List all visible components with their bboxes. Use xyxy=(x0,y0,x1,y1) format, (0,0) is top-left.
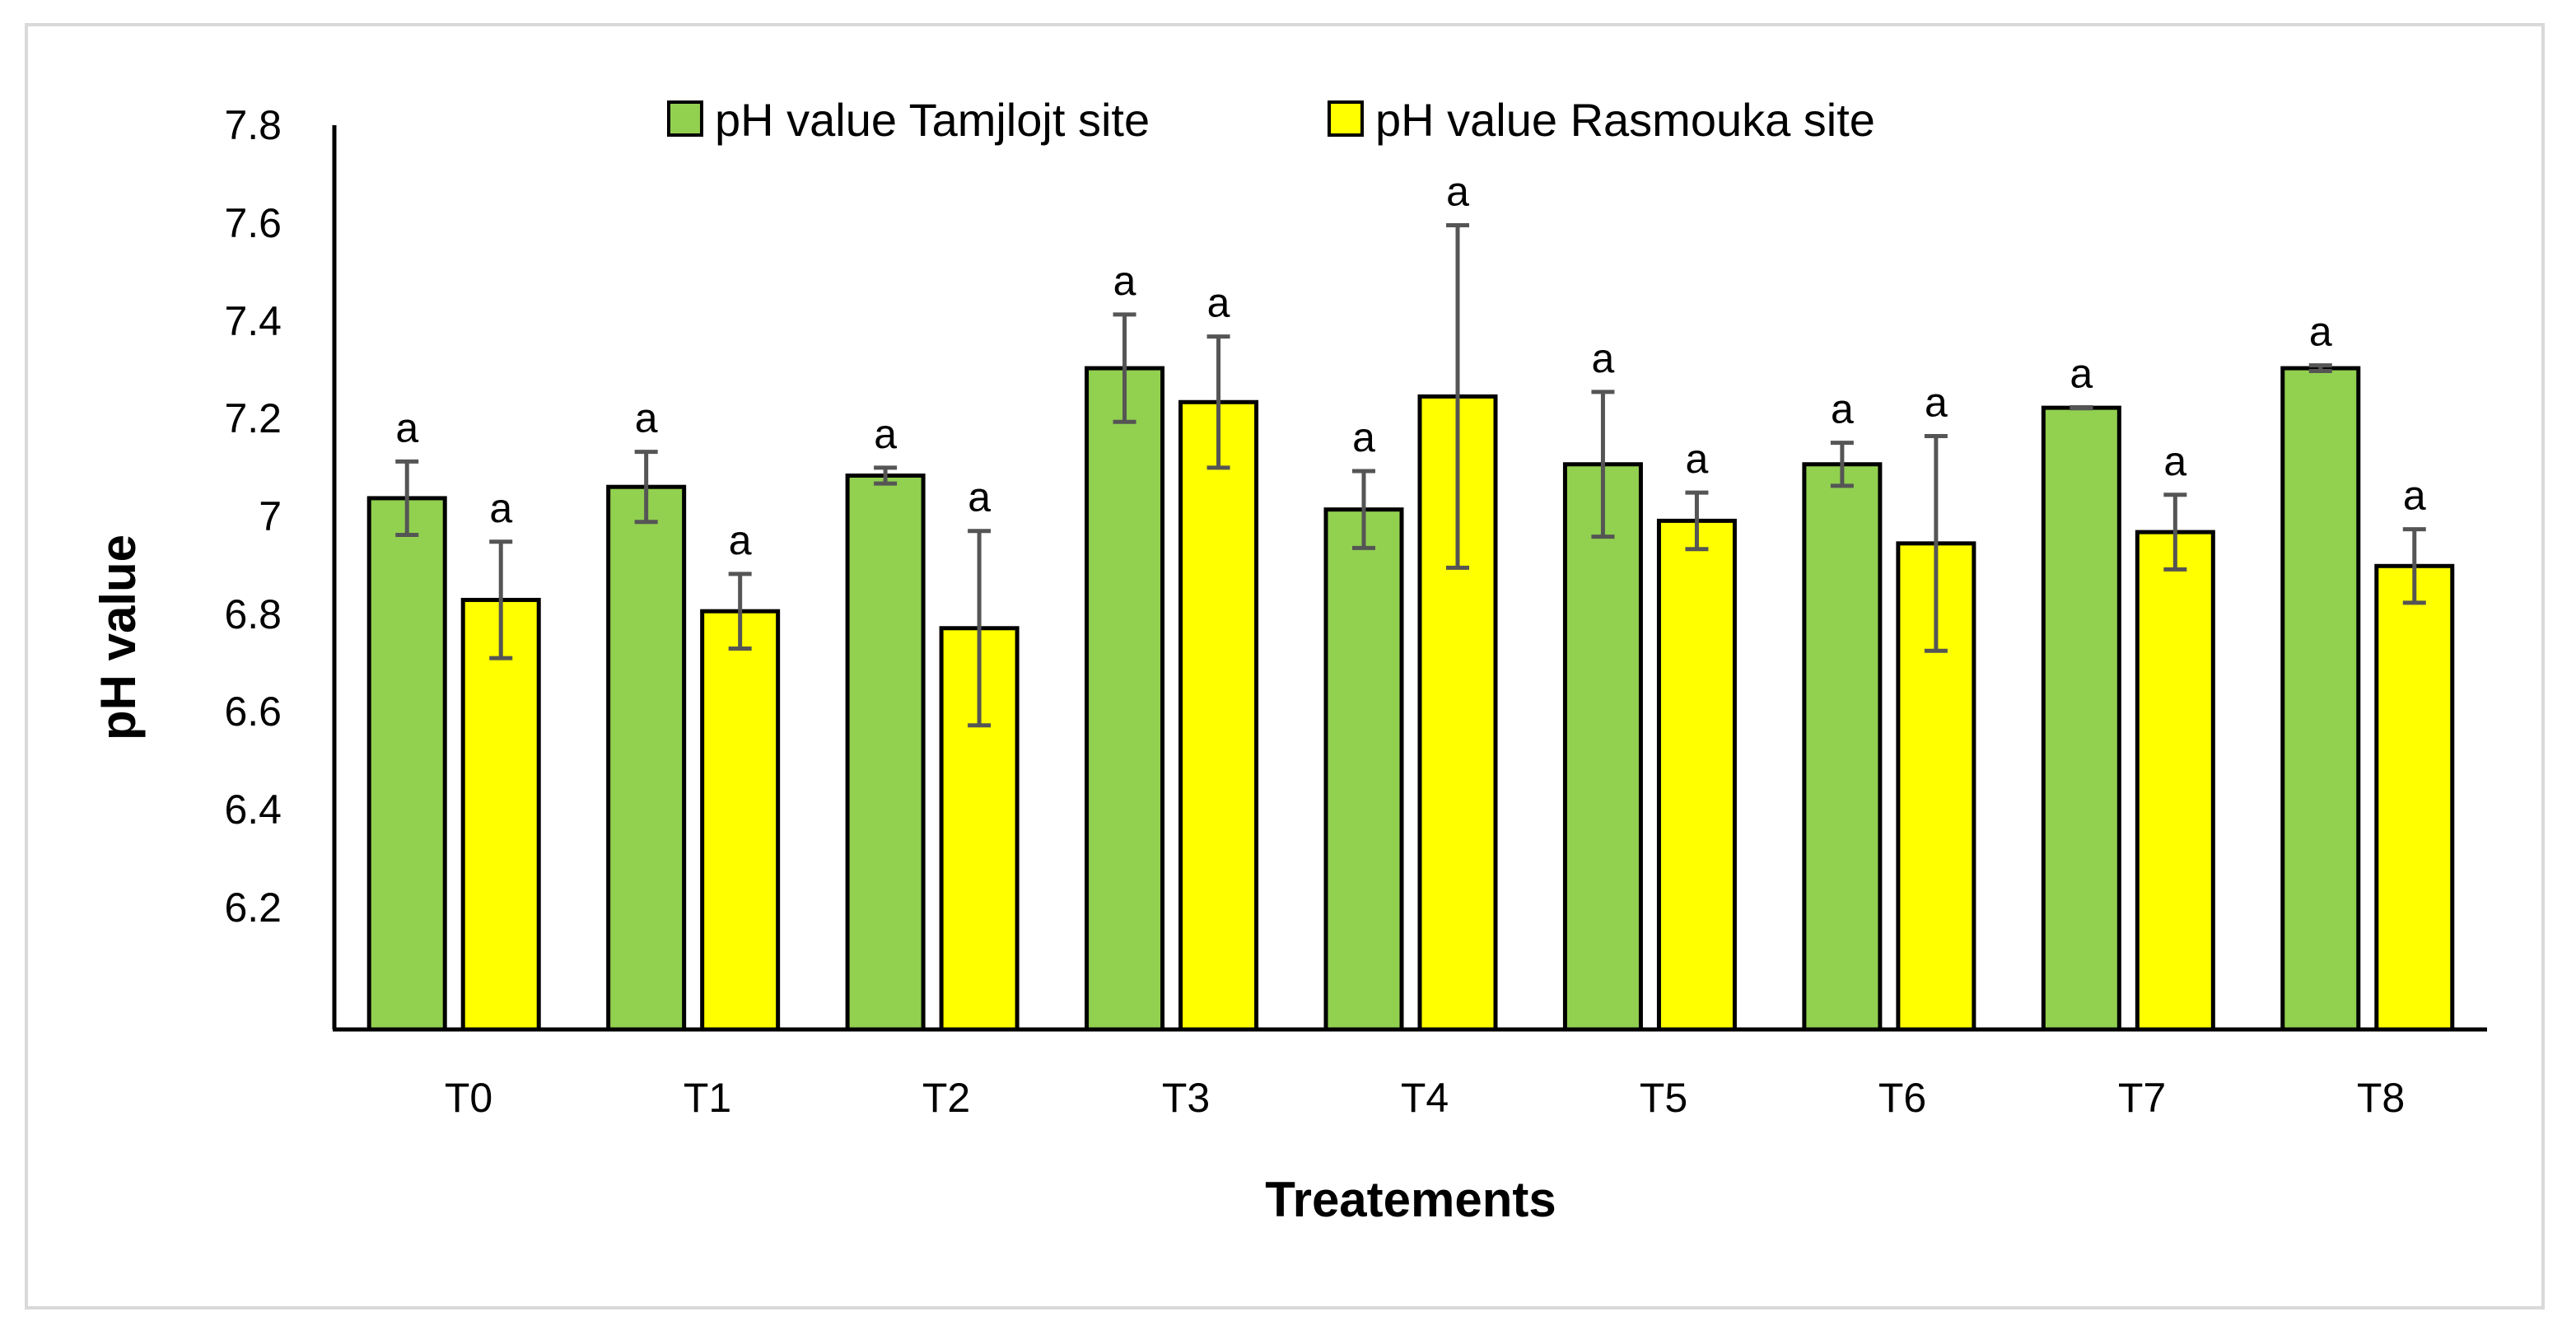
x-tick-labels: T0 T1 T2 T3 T4 T5 T6 T7 T8 xyxy=(445,1075,2405,1121)
bar-rasmouka xyxy=(2374,563,2455,1032)
y-tick-label: 6.4 xyxy=(224,787,282,833)
x-tick-label: T8 xyxy=(2357,1075,2405,1121)
x-tick-label: T4 xyxy=(1401,1075,1449,1121)
y-tick-label: 6.8 xyxy=(224,591,282,637)
bar-tamjlojt xyxy=(1085,366,1165,1032)
significance-label: a xyxy=(635,395,658,441)
x-tick-label: T1 xyxy=(684,1075,731,1121)
y-tick-label: 7.4 xyxy=(224,298,282,344)
bar-rasmouka xyxy=(2135,530,2215,1032)
significance-label: a xyxy=(489,485,512,531)
bar-rasmouka xyxy=(1178,399,1259,1032)
significance-label: a xyxy=(2070,350,2093,396)
plot-marks: a a a a a a a a a a a a a a a a a a xyxy=(366,168,2455,1032)
significance-label: a xyxy=(2309,309,2332,355)
bar-tamjlojt xyxy=(1323,507,1404,1032)
legend-swatch-tamjlojt xyxy=(667,100,703,137)
significance-label: a xyxy=(1925,379,1948,425)
x-tick-label: T5 xyxy=(1640,1075,1687,1121)
legend-swatch-rasmouka xyxy=(1328,100,1364,137)
legend-label-tamjlojt: pH value Tamjlojt site xyxy=(715,94,1150,146)
significance-label: a xyxy=(2163,438,2186,484)
bar-tamjlojt xyxy=(1562,462,1643,1032)
bar-tamjlojt xyxy=(845,473,926,1032)
x-tick-label: T6 xyxy=(1878,1075,1926,1121)
bar-tamjlojt xyxy=(2041,405,2121,1032)
x-tick-label: T2 xyxy=(922,1075,970,1121)
y-tick-label: 7 xyxy=(259,493,282,539)
bar-rasmouka xyxy=(939,626,1020,1032)
y-tick-label: 6.2 xyxy=(224,885,282,931)
x-tick-label: T0 xyxy=(445,1075,492,1121)
significance-label: a xyxy=(2403,473,2426,519)
significance-label: a xyxy=(395,404,418,450)
legend: pH value Tamjlojt site pH value Rasmouka… xyxy=(667,94,1875,146)
y-tick-label: 7.8 xyxy=(224,102,282,148)
bar-rasmouka xyxy=(460,597,541,1032)
significance-label: a xyxy=(1686,436,1709,482)
bar-rasmouka xyxy=(1656,518,1737,1032)
y-tick-label: 7.6 xyxy=(224,200,282,246)
significance-label: a xyxy=(1831,386,1854,432)
bar-tamjlojt xyxy=(606,484,687,1032)
y-axis-title: pH value xyxy=(91,534,146,740)
y-tick-label: 6.6 xyxy=(224,689,282,735)
chart-frame: pH value Tamjlojt site pH value Rasmouka… xyxy=(25,23,2545,1309)
bar-tamjlojt xyxy=(1802,462,1883,1032)
significance-label: a xyxy=(1113,258,1136,304)
significance-label: a xyxy=(1207,280,1230,326)
significance-label: a xyxy=(968,474,991,520)
bar-rasmouka xyxy=(700,609,781,1032)
significance-label: a xyxy=(729,517,752,563)
bar-tamjlojt xyxy=(366,496,447,1032)
legend-label-rasmouka: pH value Rasmouka site xyxy=(1375,94,1875,146)
y-tick-labels: 7.8 7.6 7.4 7.2 7 6.8 6.6 6.4 6.2 xyxy=(224,102,282,931)
significance-label: a xyxy=(1446,168,1469,214)
x-axis-title: Treatements xyxy=(1265,1172,1556,1227)
significance-label: a xyxy=(874,411,897,457)
bar-tamjlojt xyxy=(2280,366,2361,1032)
y-tick-label: 7.2 xyxy=(224,395,282,441)
significance-label: a xyxy=(1352,414,1375,460)
x-tick-label: T3 xyxy=(1162,1075,1210,1121)
chart-svg: pH value Tamjlojt site pH value Rasmouka… xyxy=(91,94,2487,1227)
significance-label: a xyxy=(1592,335,1615,381)
x-tick-label: T7 xyxy=(2118,1075,2166,1121)
